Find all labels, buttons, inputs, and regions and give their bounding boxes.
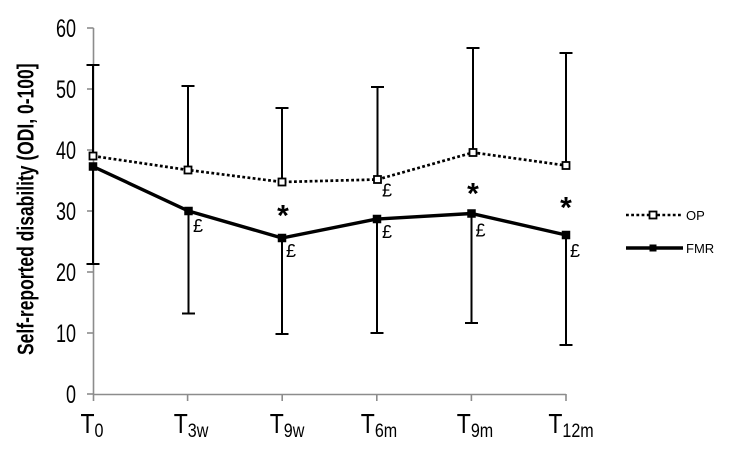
svg-text:£: £ — [382, 181, 392, 201]
svg-text:FMR: FMR — [686, 241, 714, 256]
svg-text:*: * — [560, 192, 572, 225]
svg-text:OP: OP — [686, 208, 705, 223]
svg-text:£: £ — [476, 221, 486, 241]
svg-text:50: 50 — [56, 75, 76, 104]
svg-text:60: 60 — [56, 14, 76, 43]
svg-text:30: 30 — [56, 197, 76, 226]
svg-text:*: * — [277, 200, 289, 233]
svg-text:£: £ — [570, 241, 580, 261]
svg-text:£: £ — [193, 216, 203, 236]
svg-text:10: 10 — [56, 319, 76, 348]
svg-text:40: 40 — [56, 136, 76, 165]
svg-text:0: 0 — [66, 380, 76, 409]
svg-text:£: £ — [382, 222, 392, 242]
svg-text:20: 20 — [56, 258, 76, 287]
svg-text:Self-reported disability (ODI,: Self-reported disability (ODI, 0-100] — [14, 63, 39, 355]
svg-text:£: £ — [286, 241, 296, 261]
svg-text:*: * — [467, 178, 479, 211]
